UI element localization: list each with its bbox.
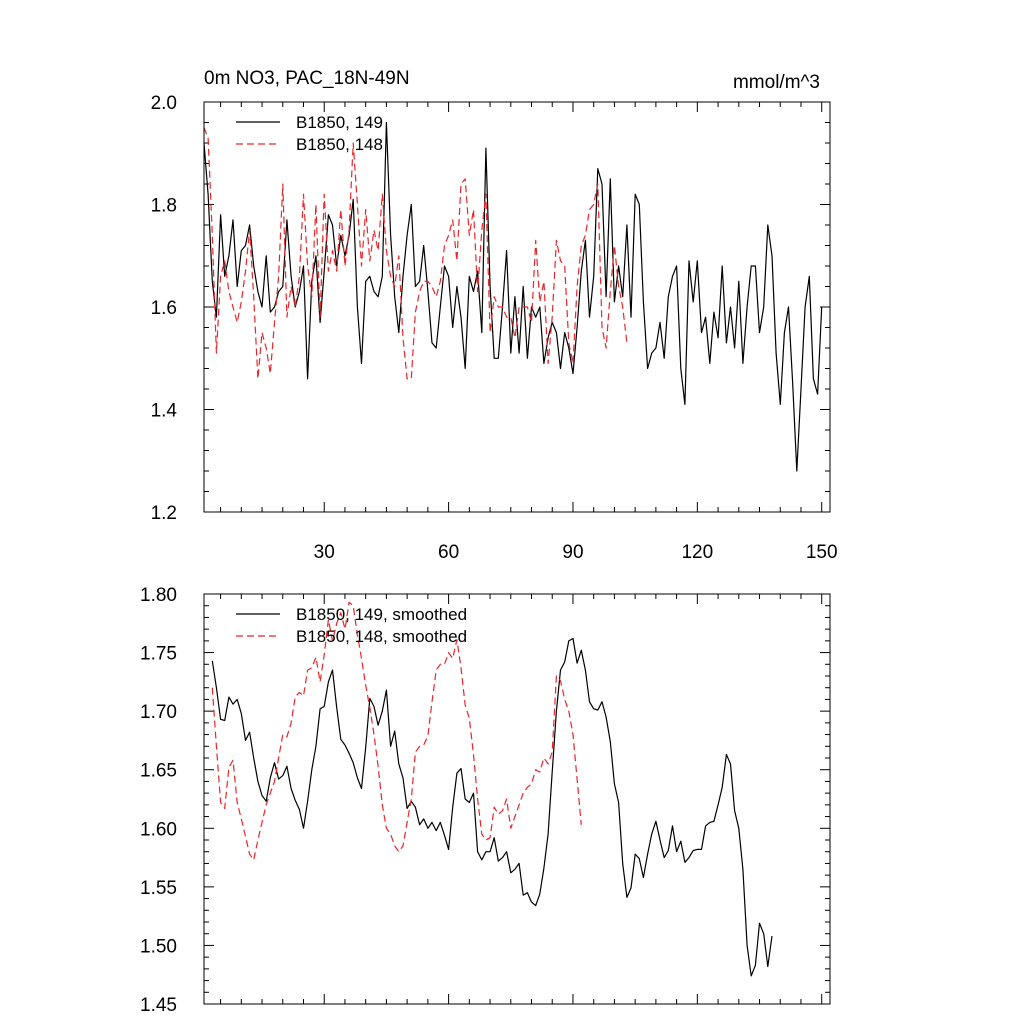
chart-title: 0m NO3, PAC_18N-49N: [204, 68, 410, 89]
x-tick-label: 120: [681, 542, 713, 563]
axis-ticks: [204, 101, 830, 513]
y-tick-label: 1.6: [151, 298, 177, 319]
y-tick-label: 1.8: [151, 196, 177, 217]
y-tick-label: 1.60: [140, 819, 177, 840]
series-line-b1850-148-smoothed: [211, 601, 582, 861]
units-label: mmol/m^3: [733, 72, 820, 93]
y-tick-label: 1.4: [151, 401, 178, 422]
y-tick-label: 1.55: [140, 878, 177, 899]
series-line-b1850-149: [203, 121, 823, 472]
plot-lines: [203, 121, 823, 472]
legend-label: B1850, 149: [296, 113, 383, 132]
x-axis-labels: 30 60 90 120 150: [314, 542, 838, 563]
legend-label: B1850, 149, smoothed: [296, 605, 467, 624]
x-tick-label: 150: [806, 542, 838, 563]
y-tick-label: 1.70: [140, 702, 177, 723]
plot-frame: [203, 593, 831, 1005]
y-tick-label: 1.75: [140, 644, 177, 665]
y-axis-labels: 1.2 1.4 1.6 1.8 2.0: [151, 93, 178, 524]
y-tick-label: 1.80: [140, 585, 177, 606]
y-tick-label: 1.50: [140, 936, 177, 957]
legend-label: B1850, 148, smoothed: [296, 627, 467, 646]
legend: B1850, 149 B1850, 148: [236, 113, 383, 154]
series-line-b1850-149-smoothed: [211, 637, 773, 977]
x-tick-label: 60: [438, 542, 459, 563]
y-tick-label: 1.45: [140, 995, 177, 1016]
plot-frame: [203, 101, 831, 513]
y-axis-labels: 1.45 1.50 1.55 1.60 1.65 1.70 1.75 1.80: [140, 585, 177, 1016]
y-tick-label: 1.65: [140, 761, 177, 782]
y-tick-label: 1.2: [151, 503, 177, 524]
x-tick-label: 30: [314, 542, 335, 563]
panel-smoothed: 1.45 1.50 1.55 1.60 1.65 1.70 1.75 1.80 B1850, …: [140, 585, 831, 1016]
y-tick-label: 2.0: [151, 93, 177, 114]
axis-ticks: [204, 593, 830, 1005]
legend-label: B1850, 148: [296, 135, 383, 154]
plot-lines: [211, 601, 773, 977]
x-tick-label: 90: [562, 542, 583, 563]
series-line-b1850-148: [203, 127, 628, 380]
legend: B1850, 149, smoothed B1850, 148, smoothed: [236, 605, 467, 646]
panel-raw: 0m NO3, PAC_18N-49N mmol/m^3 1.21.41.61.…: [151, 68, 838, 563]
